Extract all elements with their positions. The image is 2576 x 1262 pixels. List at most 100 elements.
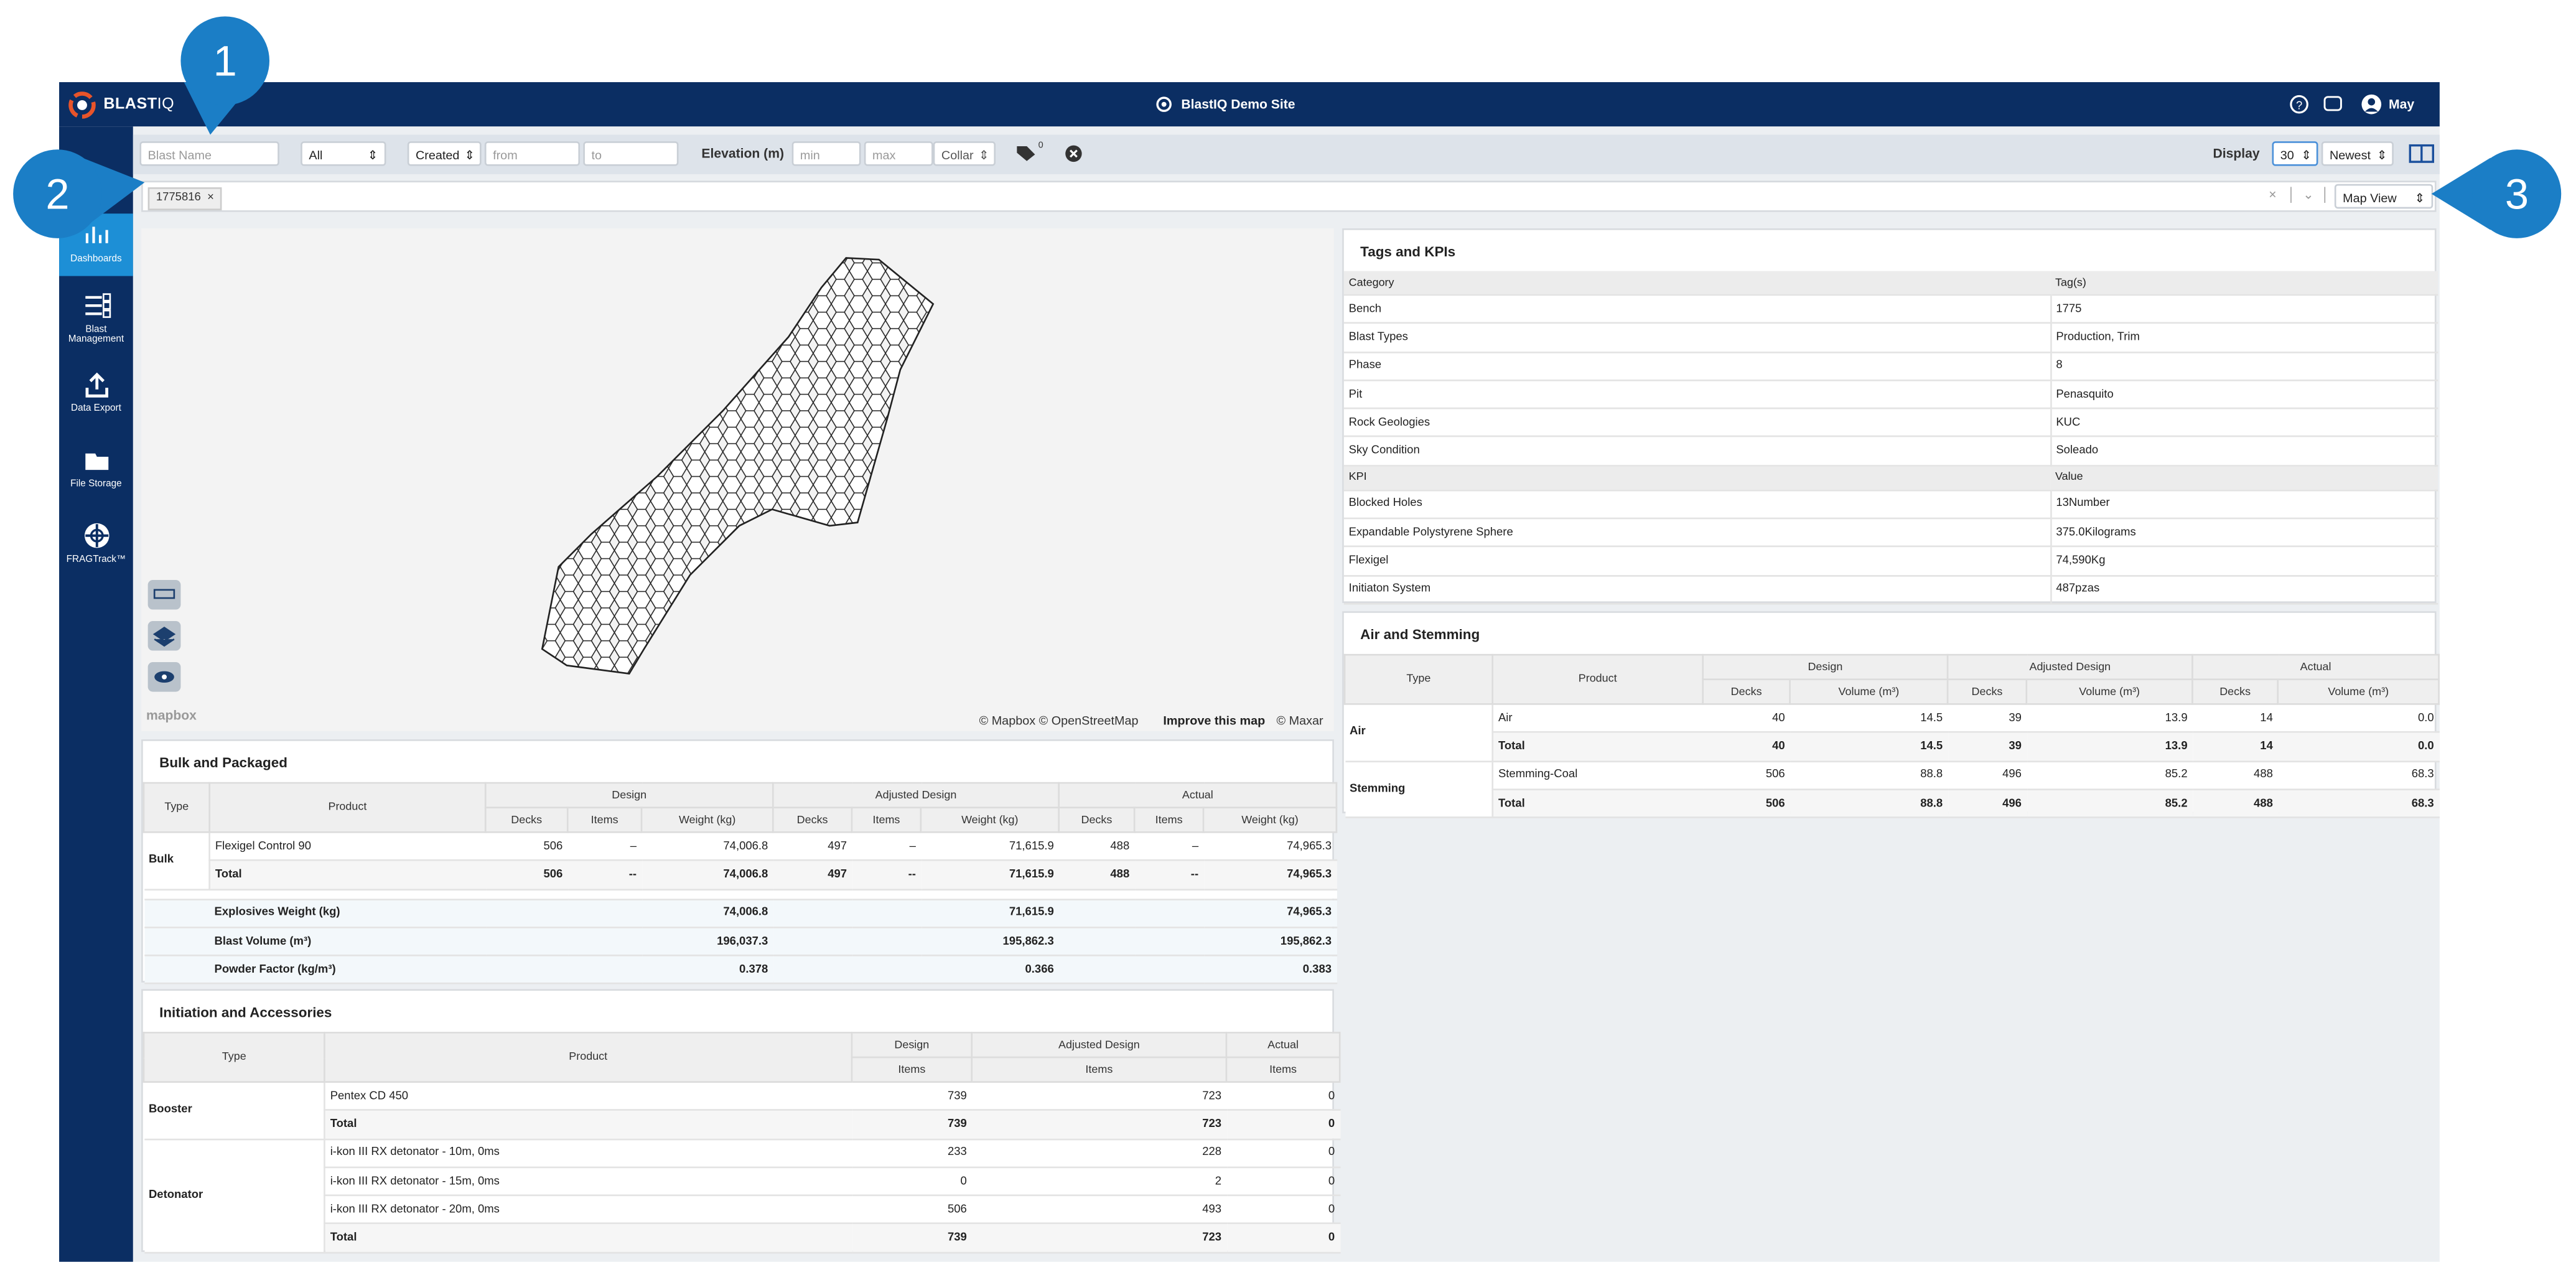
type-cell: Detonator <box>144 1138 325 1253</box>
blast-chip[interactable]: 1775816 × <box>147 187 223 210</box>
clear-filters[interactable] <box>1065 144 1083 162</box>
column-header: Product <box>324 1032 853 1083</box>
type-cell: Air <box>1345 704 1494 762</box>
collar-value: Collar <box>941 147 974 163</box>
table-row: Rock Geologies KUC <box>1343 408 2438 438</box>
annotation-pin <box>2472 149 2562 238</box>
user-icon[interactable] <box>2361 93 2382 115</box>
nav-icon <box>85 227 108 243</box>
summary-label: Powder Factor (kg/m³) <box>209 955 486 985</box>
group-header: Design <box>851 1032 973 1059</box>
initiation-panel: Initiation and Accessories Type Product Des… <box>141 989 1341 1253</box>
max-input[interactable]: max <box>864 141 933 166</box>
sort-select[interactable]: Newest ⇕ <box>2321 141 2394 166</box>
site-name[interactable]: BlastIQ Demo Site <box>1181 96 1295 112</box>
table-row: Phase 8 <box>1343 352 2438 381</box>
value-cell: – <box>851 832 921 862</box>
product-cell: Air <box>1492 704 1703 734</box>
tag-icon[interactable] <box>1015 143 1038 163</box>
subcolumn-header: Decks <box>1058 806 1136 833</box>
panel-title: Tags and KPIs <box>1360 243 1456 260</box>
tag-cell: 487pzas <box>2050 575 2438 605</box>
tag-cell: Soleado <box>2050 437 2438 467</box>
subcolumn-header: Items <box>1133 806 1205 833</box>
panel-title: Bulk and Packaged <box>159 754 287 771</box>
panel-toggle[interactable] <box>2409 143 2435 164</box>
value-cell: 0 <box>1226 1138 1340 1168</box>
summary-value: 74,006.8 <box>485 899 773 928</box>
tag-cell: 13Number <box>2050 490 2438 520</box>
logo-suffix: IQ <box>157 95 175 114</box>
chip-label: 1775816 <box>156 192 201 204</box>
subcolumn-header: Volume (m³) <box>2025 678 2193 705</box>
sidebar-item[interactable]: File Storage <box>59 446 133 490</box>
annotations: 1 2 3 <box>13 16 2562 238</box>
header-row: Type Product Design Adjusted Design Actual <box>142 782 1338 833</box>
header-icons[interactable]: ? <box>2289 93 2354 115</box>
value-cell: -- <box>1134 860 1204 890</box>
empty-cell <box>144 899 210 928</box>
subcolumn-header: Decks <box>2191 678 2279 705</box>
blast-holes[interactable] <box>493 246 953 690</box>
tag-cell: 375.0Kilograms <box>2050 518 2438 548</box>
product-cell: Total <box>209 860 486 890</box>
group-header: Adjusted Design <box>971 1032 1228 1059</box>
air-panel: Air and Stemming Type Product Design Adjuste… <box>1342 611 2440 819</box>
table-row: i-kon III RX detonator - 15m, 0ms 0 2 0 <box>144 1167 1340 1197</box>
subcolumn-header: Decks <box>1702 678 1791 705</box>
selection-bar: 1775816 × × │ ⌄ │ Map View ⇕ <box>141 180 2437 212</box>
min-input[interactable]: min <box>791 141 861 166</box>
tag-cell: Flexigel <box>1343 546 2051 576</box>
user-name[interactable]: May <box>2388 96 2415 112</box>
map-canvas[interactable]: mapbox © Mapbox © OpenStreetMap Improve … <box>141 228 1334 731</box>
tag-cell: KUC <box>2050 408 2438 438</box>
bulk-table: Type Product Design Adjusted Design Actual De… <box>142 782 1338 985</box>
sidebar-item[interactable]: Dashboards <box>59 220 133 264</box>
status-select[interactable]: All ⇕ <box>301 141 386 166</box>
value-cell: 39 <box>1948 732 2027 762</box>
sidebar-item[interactable]: Blast Management <box>59 291 133 345</box>
clear-selection[interactable]: × │ ⌄ │ <box>2269 187 2330 202</box>
initiation-table: Type Product Design Adjusted Design Actual It… <box>142 1032 1341 1253</box>
value-cell: 0.0 <box>2277 732 2439 762</box>
tag-cell: Rock Geologies <box>1343 408 2051 438</box>
collar-select[interactable]: Collar ⇕ <box>933 141 996 166</box>
display-count[interactable]: 30 ⇕ <box>2272 141 2318 166</box>
panel-title: Initiation and Accessories <box>159 1004 332 1021</box>
value-cell: 68.3 <box>2277 760 2439 790</box>
tag-cell: Production, Trim <box>2050 323 2438 353</box>
product-cell: Total <box>1492 732 1703 762</box>
view-select[interactable]: Map View ⇕ <box>2334 184 2434 209</box>
date-field-value: Created <box>415 147 460 163</box>
blast-outline <box>541 257 935 675</box>
subcolumn-header: Decks <box>1946 678 2028 705</box>
table-row: Sky Condition Soleado <box>1343 437 2438 467</box>
blast-name-input[interactable]: Blast Name <box>139 141 279 166</box>
type-cell: Booster <box>144 1082 325 1140</box>
map-tools[interactable] <box>147 580 181 692</box>
summary-value: 74,965.3 <box>1058 899 1337 928</box>
table-row: Bulk Flexigel Control 90 506–74,006.8 497–7… <box>144 832 1337 890</box>
to-input[interactable]: to <box>583 141 679 166</box>
section-header: KPI Value <box>1343 465 2438 491</box>
value-cell: 0 <box>1226 1195 1340 1225</box>
value-cell: 233 <box>851 1138 972 1168</box>
map-improve[interactable]: Improve this map <box>1163 714 1265 727</box>
sidebar-item[interactable]: Data Export <box>59 370 133 414</box>
tag-count: 0 <box>1038 141 1043 151</box>
table-row: Stemming Stemming-Coal 506 88.8 496 85.2 488 68… <box>1345 760 2439 819</box>
table-row: Blocked Holes 13Number <box>1343 490 2438 520</box>
site-icon <box>1156 96 1172 112</box>
sidebar-label: FRAGTrack™ <box>66 554 126 564</box>
sidebar-item[interactable]: FRAGTrack™ <box>59 521 133 565</box>
map[interactable]: mapbox © Mapbox © OpenStreetMap Improve … <box>141 228 1334 731</box>
empty-cell <box>144 927 210 957</box>
header-row: Type Product Design Adjusted Design Actual <box>1343 653 2440 705</box>
date-field-select[interactable]: Created ⇕ <box>407 141 482 166</box>
svg-text:?: ? <box>2296 99 2302 112</box>
product-cell: Total <box>1492 789 1703 819</box>
subcolumn-header: Weight (kg) <box>920 806 1060 833</box>
header-row: Decks Volume (m³) Decks Volume (m³) Decks Vol… <box>1345 678 2440 705</box>
sidebar-label: Dashboards <box>70 253 122 264</box>
from-input[interactable]: from <box>484 141 581 166</box>
